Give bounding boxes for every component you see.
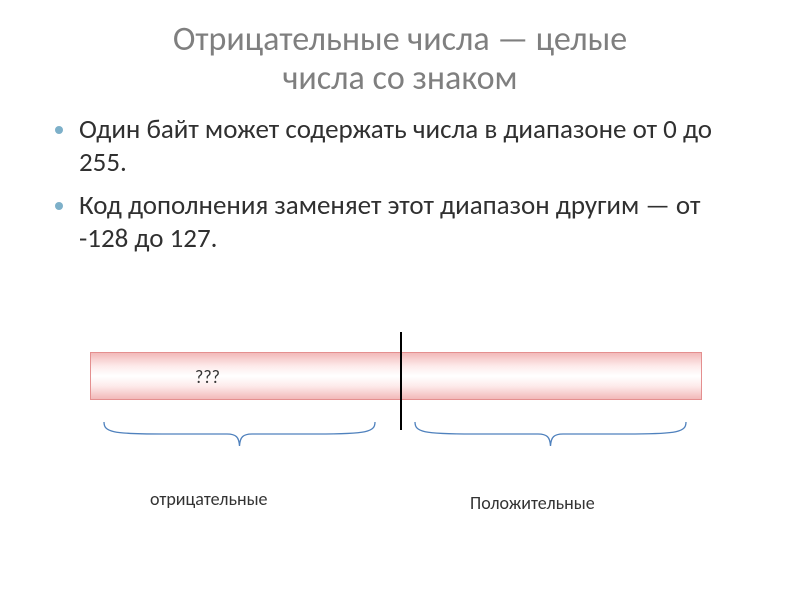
- bullet-item: Один байт может содержать числа в диапаз…: [55, 114, 740, 180]
- brace-right-icon: [413, 420, 688, 450]
- title-line-2: числа со знаком: [282, 58, 517, 99]
- bullet-dot-icon: [55, 202, 63, 210]
- bullet-text: Один байт может содержать числа в диапаз…: [79, 114, 740, 180]
- slide: Отрицательные числа — целые числа со зна…: [0, 0, 800, 600]
- range-bar: ???: [90, 352, 700, 398]
- label-positive: Положительные: [470, 492, 595, 514]
- title-line-1: Отрицательные числа — целые: [173, 19, 627, 60]
- bullet-dot-icon: [55, 126, 63, 134]
- range-bar-fill: [90, 352, 702, 400]
- brace-left-icon: [102, 420, 377, 450]
- slide-title: Отрицательные числа — целые числа со зна…: [0, 0, 800, 108]
- bullet-list: Один байт может содержать числа в диапаз…: [0, 108, 800, 256]
- question-marks: ???: [195, 366, 220, 388]
- bullet-text: Код дополнения заменяет этот диапазон др…: [79, 190, 740, 256]
- bullet-item: Код дополнения заменяет этот диапазон др…: [55, 190, 740, 256]
- label-negative: отрицательные: [150, 488, 268, 510]
- range-divider: [400, 332, 402, 430]
